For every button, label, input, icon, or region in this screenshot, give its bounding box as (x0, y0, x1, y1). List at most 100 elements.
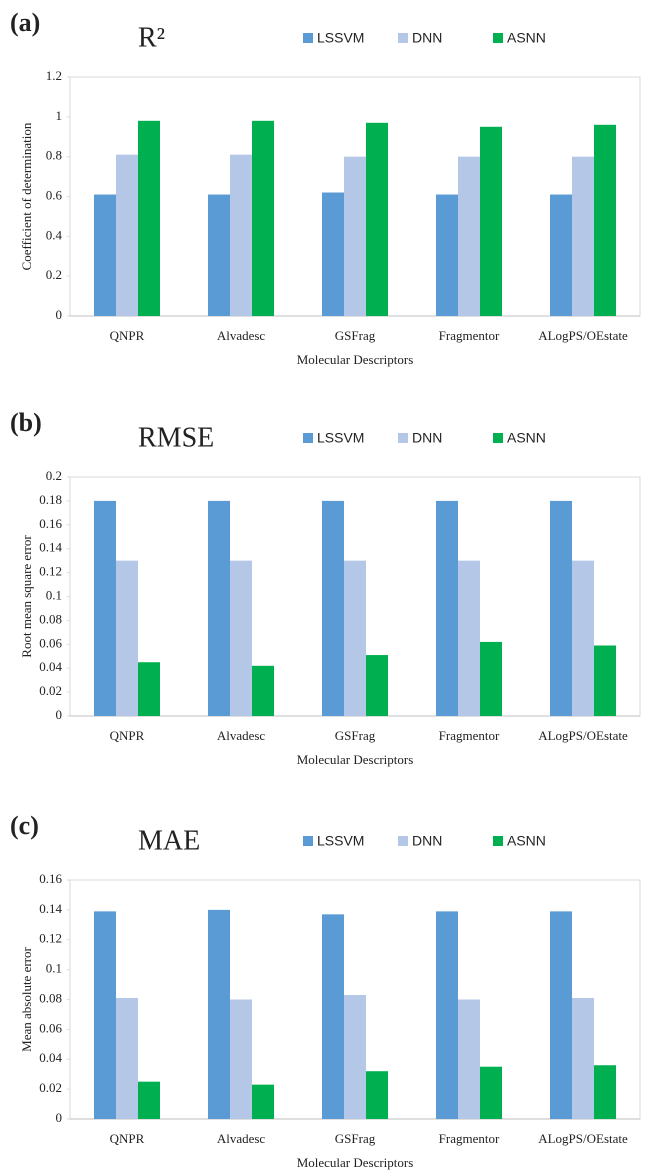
y-tick-label: 0.8 (46, 148, 62, 163)
bar (572, 156, 594, 316)
x-tick-label: ALogPS/OEstate (538, 328, 628, 343)
bar (230, 999, 252, 1119)
y-tick-label: 0.16 (39, 871, 62, 886)
bar (208, 194, 230, 316)
y-tick-label: 0.14 (39, 540, 62, 555)
legend-label: DNN (412, 833, 442, 849)
bar (252, 1084, 274, 1119)
y-tick-label: 0.12 (39, 931, 62, 946)
y-tick-label: 0.1 (46, 961, 62, 976)
y-tick-label: 0.02 (39, 683, 62, 698)
y-tick-label: 0.08 (39, 990, 62, 1005)
x-tick-label: QNPR (110, 728, 145, 743)
legend-label: ASNN (507, 430, 546, 446)
bar (594, 645, 616, 716)
x-tick-label: Fragmentor (439, 328, 500, 343)
x-tick-label: QNPR (110, 1131, 145, 1146)
bar (208, 909, 230, 1119)
bar (366, 122, 388, 316)
y-tick-label: 0.12 (39, 564, 62, 579)
y-tick-label: 0 (56, 707, 63, 722)
bar (344, 995, 366, 1119)
bar (366, 655, 388, 716)
bar (116, 998, 138, 1119)
bar (138, 662, 160, 716)
y-tick-label: 0.04 (39, 659, 62, 674)
bar (230, 560, 252, 716)
y-axis-title: Root mean square error (19, 535, 34, 658)
y-tick-label: 0 (56, 307, 63, 322)
y-axis-title: Mean absolute error (19, 946, 34, 1051)
legend-label: ASNN (507, 833, 546, 849)
x-tick-label: ALogPS/OEstate (538, 728, 628, 743)
legend-label: LSSVM (317, 30, 364, 46)
bar (480, 1066, 502, 1119)
y-tick-label: 1 (56, 108, 63, 123)
legend-swatch (493, 836, 503, 846)
bar (322, 192, 344, 316)
chart-title: R² (138, 22, 165, 53)
bar (366, 1071, 388, 1119)
y-tick-label: 0.06 (39, 635, 62, 650)
y-tick-label: 1.2 (46, 68, 62, 83)
y-tick-label: 0.4 (46, 227, 63, 242)
bar (344, 560, 366, 716)
panel-label: (c) (10, 811, 39, 840)
legend-swatch (303, 33, 313, 43)
bar (322, 500, 344, 716)
x-tick-label: Alvadesc (217, 728, 266, 743)
bar (230, 154, 252, 316)
chart-title: RMSE (138, 422, 214, 453)
x-tick-label: GSFrag (335, 328, 376, 343)
legend-swatch (303, 836, 313, 846)
bar (594, 124, 616, 316)
legend-label: DNN (412, 430, 442, 446)
y-tick-label: 0.1 (46, 587, 62, 602)
bar (94, 500, 116, 716)
legend-swatch (493, 433, 503, 443)
legend-swatch (303, 433, 313, 443)
legend-swatch (493, 33, 503, 43)
legend-label: LSSVM (317, 833, 364, 849)
x-tick-label: ALogPS/OEstate (538, 1131, 628, 1146)
bar (138, 120, 160, 316)
x-tick-label: Fragmentor (439, 728, 500, 743)
bar (138, 1081, 160, 1119)
y-tick-label: 0.14 (39, 901, 62, 916)
bar (458, 156, 480, 316)
legend-swatch (398, 33, 408, 43)
x-tick-label: Alvadesc (217, 328, 266, 343)
bar (550, 500, 572, 716)
bar (252, 120, 274, 316)
bar (116, 154, 138, 316)
panel-label: (a) (10, 8, 40, 37)
bar (344, 156, 366, 316)
x-tick-label: Fragmentor (439, 1131, 500, 1146)
bar (322, 914, 344, 1119)
x-tick-label: Alvadesc (217, 1131, 266, 1146)
bar (550, 194, 572, 316)
bar (480, 126, 502, 317)
y-tick-label: 0 (56, 1110, 63, 1125)
legend-swatch (398, 836, 408, 846)
bar (436, 500, 458, 716)
x-axis-title: Molecular Descriptors (297, 352, 414, 367)
y-tick-label: 0.6 (46, 187, 63, 202)
y-tick-label: 0.06 (39, 1020, 62, 1035)
y-axis-title: Coefficient of determination (19, 122, 34, 270)
x-tick-label: GSFrag (335, 728, 376, 743)
bar (458, 999, 480, 1119)
panel-label: (b) (10, 408, 42, 437)
bar (436, 194, 458, 316)
y-tick-label: 0.2 (46, 267, 62, 282)
y-tick-label: 0.08 (39, 611, 62, 626)
y-tick-label: 0.04 (39, 1050, 62, 1065)
bar (252, 665, 274, 716)
legend-label: DNN (412, 30, 442, 46)
bar (208, 500, 230, 716)
bar (572, 560, 594, 716)
bar (116, 560, 138, 716)
x-tick-label: GSFrag (335, 1131, 376, 1146)
legend-swatch (398, 433, 408, 443)
